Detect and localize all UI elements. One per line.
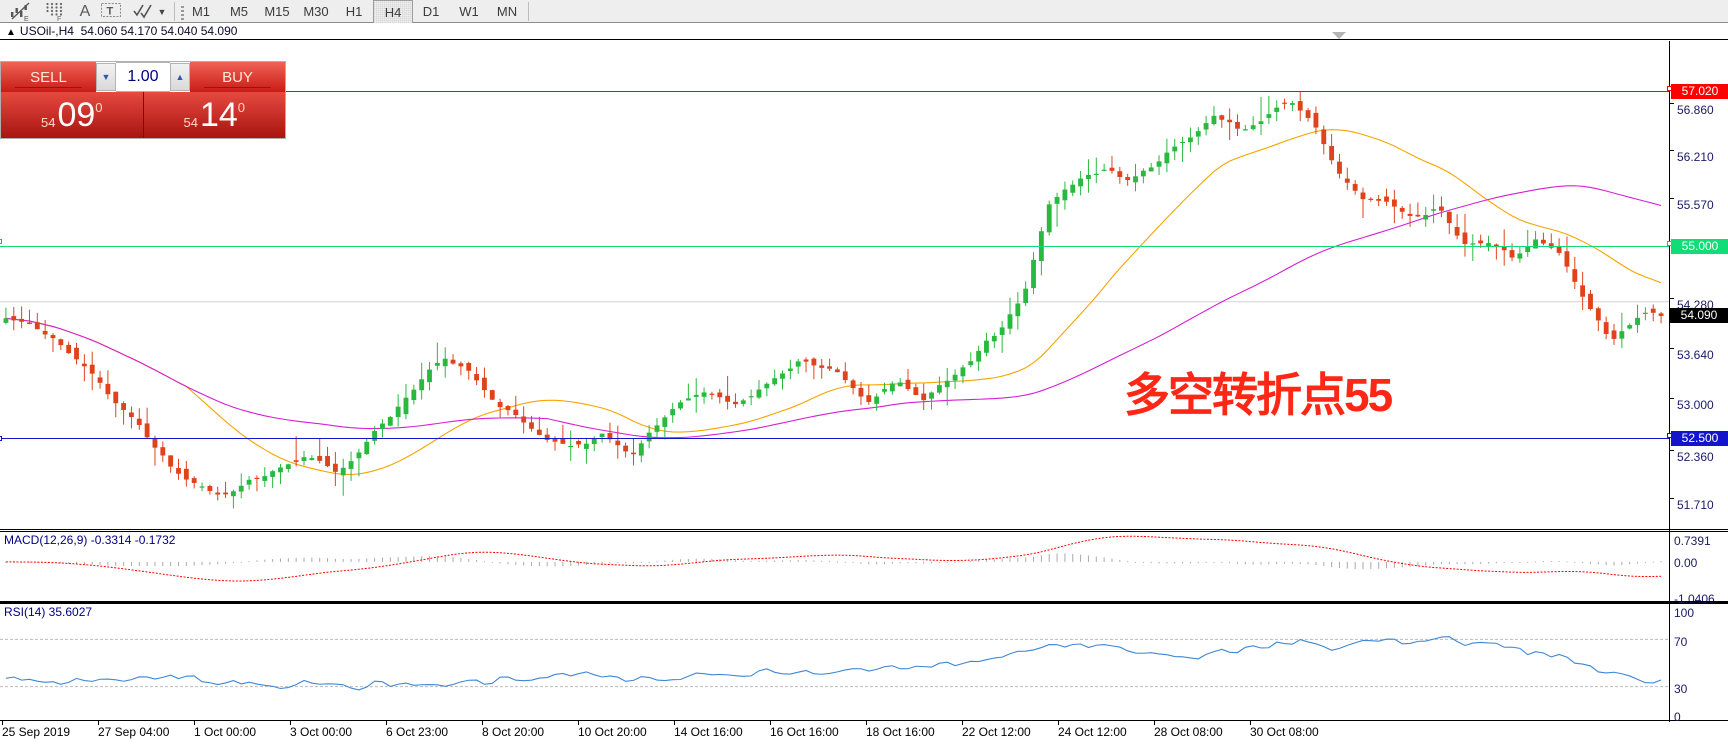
svg-text:T: T: [107, 5, 114, 17]
svg-text:E: E: [24, 16, 29, 21]
svg-text:F: F: [57, 16, 61, 21]
